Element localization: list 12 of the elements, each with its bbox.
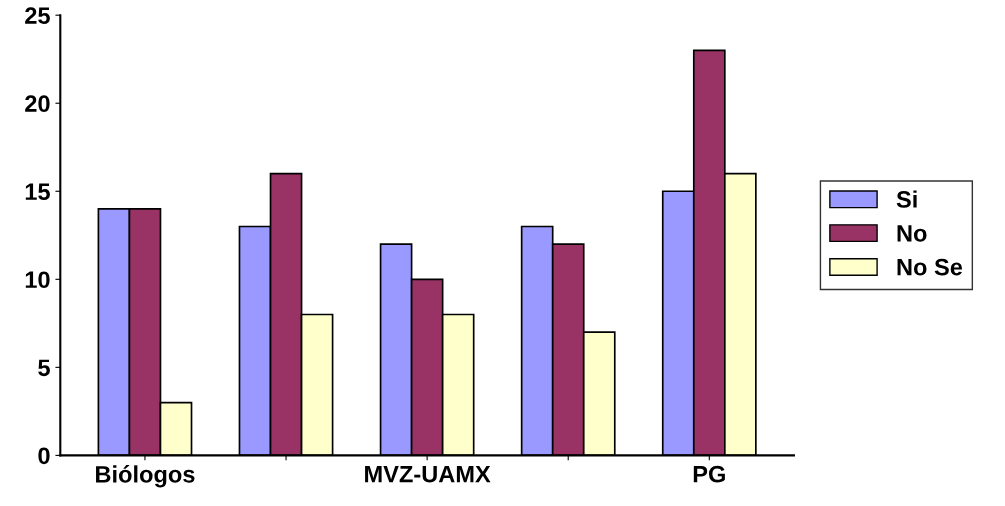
y-tick-label: 10	[25, 271, 50, 289]
y-tick-label: 15	[25, 183, 50, 201]
y-tick-label: 0	[38, 447, 50, 465]
legend-label: No Se	[897, 258, 963, 276]
y-tick-label: 5	[38, 359, 50, 377]
x-tick-label: PG	[693, 465, 725, 483]
y-tick-label: 20	[25, 95, 50, 113]
legend-label: No	[897, 225, 927, 242]
x-tick-label: Biólogos	[96, 465, 195, 488]
x-tick-label: MVZ-UAMX	[365, 465, 491, 483]
y-tick-label: 25	[25, 7, 50, 24]
legend-label: Si	[896, 190, 917, 208]
